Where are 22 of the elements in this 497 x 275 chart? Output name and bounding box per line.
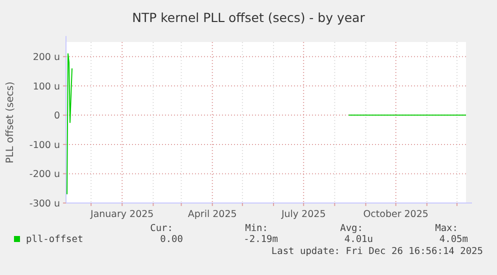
x-tick-label: July 2025 <box>280 209 326 220</box>
text: -2.19m <box>244 234 278 245</box>
y-tick-label: -100 u <box>29 140 60 151</box>
text: Max: <box>435 223 458 234</box>
text: Last update: Fri Dec 26 16:56:14 2025 <box>271 246 483 257</box>
text: 0.00 <box>160 234 184 245</box>
y-tick-label: -300 u <box>29 198 60 210</box>
x-tick-label: January 2025 <box>90 209 154 220</box>
legend-label: pll-offset <box>26 234 84 245</box>
x-tick-label: October 2025 <box>363 209 428 220</box>
y-axis-title: PLL offset (secs) <box>5 82 16 164</box>
y-tick-label: 100 u <box>32 81 60 92</box>
x-tick-label: April 2025 <box>188 209 237 220</box>
y-tick-label: 200 u <box>32 52 60 64</box>
chart-title: NTP kernel PLL offset (secs) - by year <box>132 10 366 25</box>
text: 4.05m <box>439 234 468 245</box>
text: Cur: <box>150 223 173 234</box>
text: Avg: <box>340 223 363 234</box>
y-tick-label: -200 u <box>29 169 60 180</box>
text: 4.01u <box>344 234 373 245</box>
text: Min: <box>245 223 268 234</box>
y-tick-label: 0 <box>54 110 60 122</box>
